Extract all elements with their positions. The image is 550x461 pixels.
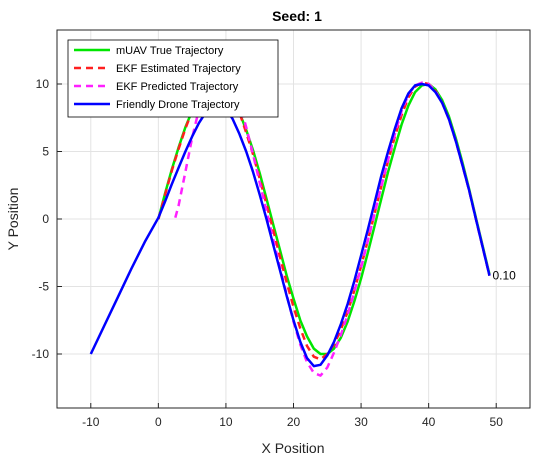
x-tick-label: -10 (82, 415, 100, 429)
y-tick-label: 10 (36, 77, 50, 91)
y-axis-label: Y Position (5, 188, 21, 251)
chart-title: Seed: 1 (272, 8, 322, 24)
legend-label-4: Friendly Drone Trajectory (116, 99, 240, 111)
legend-label-3: EKF Predicted Trajectory (116, 81, 239, 93)
x-axis-label: X Position (261, 440, 324, 456)
x-tick-label: 50 (490, 415, 504, 429)
x-tick-label: 10 (219, 415, 233, 429)
x-tick-label: 20 (287, 415, 301, 429)
series-line-4 (89, 82, 491, 368)
x-tick-label: 40 (422, 415, 436, 429)
end-annotation: 0.10 (492, 269, 516, 283)
legend: mUAV True Trajectory EKF Estimated Trajec… (67, 39, 279, 118)
y-tick-label: -10 (32, 347, 50, 361)
legend-label-1: mUAV True Trajectory (116, 45, 224, 57)
y-tick-label: -5 (38, 280, 49, 294)
x-tick-label: 0 (155, 415, 162, 429)
axis-ticks: -10 0 10 20 30 40 50 -10 -5 0 5 10 (32, 77, 504, 429)
y-tick-label: 5 (42, 145, 49, 159)
legend-label-2: EKF Estimated Trajectory (116, 63, 241, 75)
y-tick-label: 0 (42, 212, 49, 226)
x-tick-label: 30 (354, 415, 368, 429)
